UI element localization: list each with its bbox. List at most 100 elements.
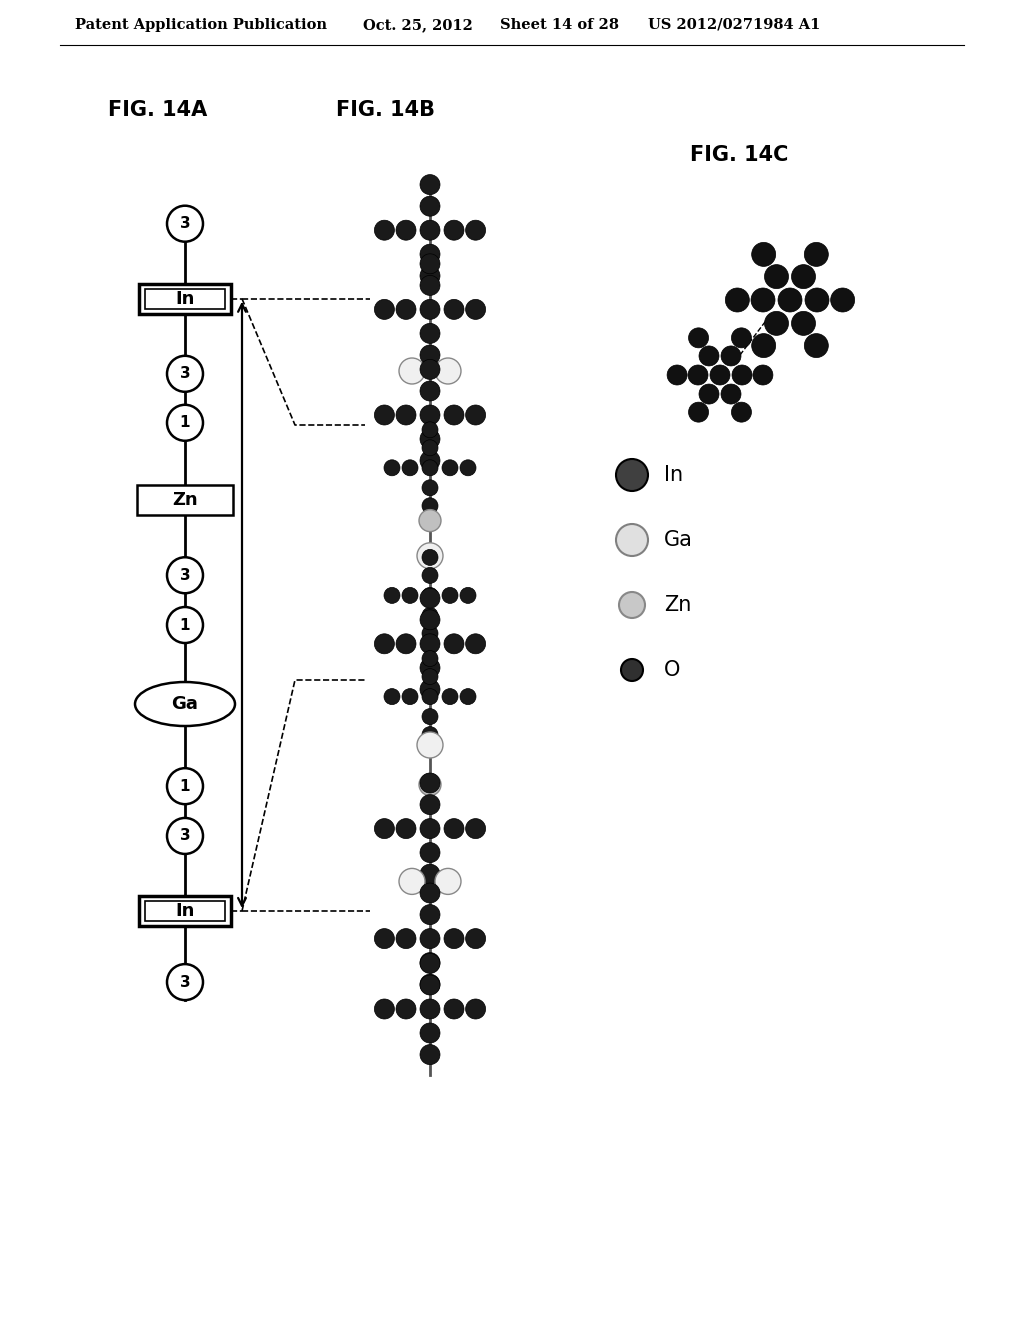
Circle shape: [422, 440, 438, 455]
Circle shape: [621, 659, 643, 681]
Circle shape: [805, 288, 829, 312]
Circle shape: [422, 587, 438, 603]
Circle shape: [402, 689, 418, 705]
Circle shape: [417, 543, 443, 569]
Circle shape: [765, 264, 788, 289]
Circle shape: [699, 346, 719, 366]
Circle shape: [420, 883, 440, 903]
Circle shape: [721, 384, 741, 404]
Circle shape: [731, 403, 752, 422]
FancyBboxPatch shape: [137, 486, 233, 515]
Circle shape: [420, 818, 440, 838]
Circle shape: [442, 459, 458, 475]
Circle shape: [420, 405, 440, 425]
Circle shape: [420, 657, 440, 677]
Text: In: In: [175, 902, 195, 920]
Circle shape: [422, 422, 438, 438]
Circle shape: [420, 450, 440, 471]
Circle shape: [618, 591, 645, 618]
Circle shape: [420, 244, 440, 264]
Circle shape: [420, 197, 440, 216]
Circle shape: [444, 818, 464, 838]
Text: 3: 3: [179, 216, 190, 231]
FancyBboxPatch shape: [145, 902, 225, 921]
Circle shape: [422, 607, 438, 623]
Circle shape: [167, 607, 203, 643]
Circle shape: [420, 795, 440, 814]
Circle shape: [167, 206, 203, 242]
Text: 1: 1: [180, 618, 190, 632]
FancyBboxPatch shape: [139, 284, 231, 314]
Circle shape: [399, 358, 425, 384]
Circle shape: [420, 953, 440, 973]
Circle shape: [420, 253, 440, 273]
Circle shape: [422, 709, 438, 725]
Circle shape: [710, 366, 730, 385]
Circle shape: [375, 928, 394, 949]
Ellipse shape: [135, 682, 234, 726]
Circle shape: [466, 634, 485, 653]
Circle shape: [460, 459, 476, 475]
Circle shape: [384, 689, 400, 705]
Circle shape: [751, 288, 775, 312]
Text: Patent Application Publication: Patent Application Publication: [75, 18, 327, 32]
Circle shape: [420, 975, 440, 995]
Circle shape: [804, 243, 828, 267]
Circle shape: [420, 589, 440, 609]
Circle shape: [396, 405, 416, 425]
Circle shape: [466, 220, 485, 240]
Circle shape: [375, 999, 394, 1019]
Circle shape: [375, 818, 394, 838]
Circle shape: [752, 334, 775, 358]
Circle shape: [792, 264, 815, 289]
Circle shape: [804, 334, 828, 358]
Circle shape: [725, 288, 750, 312]
Circle shape: [466, 928, 485, 949]
FancyBboxPatch shape: [139, 896, 231, 927]
Circle shape: [420, 680, 440, 700]
Circle shape: [420, 865, 440, 884]
Circle shape: [399, 869, 425, 895]
Circle shape: [752, 243, 775, 267]
Text: Zn: Zn: [172, 491, 198, 510]
Circle shape: [688, 403, 709, 422]
Circle shape: [422, 498, 438, 513]
Circle shape: [396, 818, 416, 838]
Circle shape: [420, 174, 440, 194]
Circle shape: [435, 358, 461, 384]
Text: Oct. 25, 2012: Oct. 25, 2012: [362, 18, 473, 32]
Circle shape: [830, 288, 855, 312]
Circle shape: [444, 928, 464, 949]
Circle shape: [420, 904, 440, 924]
Text: 3: 3: [179, 366, 190, 381]
Circle shape: [167, 356, 203, 392]
Circle shape: [753, 366, 773, 385]
Circle shape: [444, 999, 464, 1019]
Circle shape: [419, 510, 441, 532]
Text: Sheet 14 of 28: Sheet 14 of 28: [500, 18, 618, 32]
Circle shape: [466, 300, 485, 319]
Circle shape: [420, 610, 440, 630]
Circle shape: [422, 669, 438, 685]
Circle shape: [375, 405, 394, 425]
Circle shape: [435, 869, 461, 895]
Circle shape: [384, 459, 400, 475]
Text: 1: 1: [180, 416, 190, 430]
Circle shape: [422, 626, 438, 642]
Circle shape: [420, 999, 440, 1019]
Circle shape: [396, 928, 416, 949]
Circle shape: [420, 323, 440, 343]
Text: Ga: Ga: [664, 531, 693, 550]
Circle shape: [420, 928, 440, 949]
Circle shape: [420, 974, 440, 994]
Circle shape: [396, 220, 416, 240]
Circle shape: [688, 366, 708, 385]
Circle shape: [616, 524, 648, 556]
Circle shape: [402, 459, 418, 475]
Circle shape: [167, 557, 203, 593]
Circle shape: [402, 587, 418, 603]
Circle shape: [422, 689, 438, 705]
Text: 1: 1: [180, 779, 190, 793]
Circle shape: [422, 726, 438, 743]
Circle shape: [167, 964, 203, 1001]
